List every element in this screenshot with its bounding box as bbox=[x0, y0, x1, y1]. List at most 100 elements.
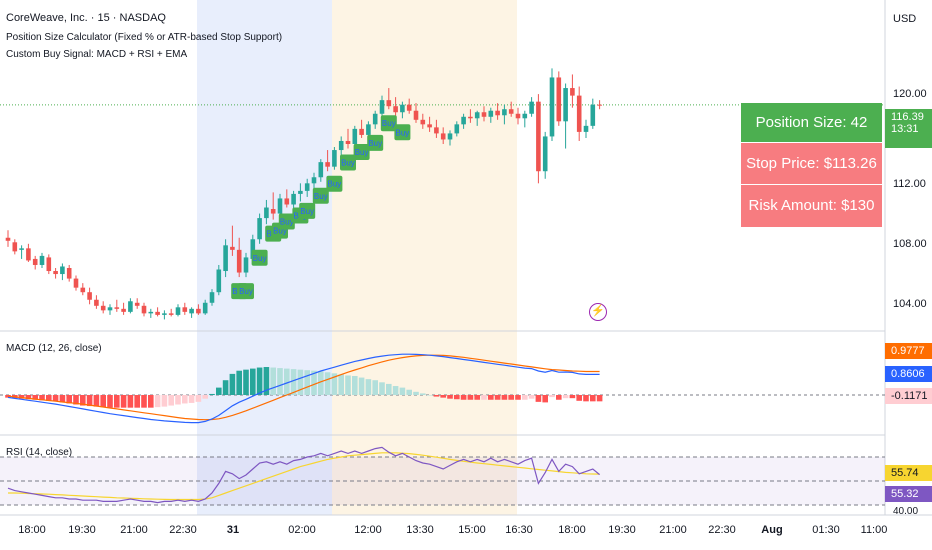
candle-body[interactable] bbox=[359, 128, 364, 135]
buy-signal-label[interactable]: Buy bbox=[394, 124, 411, 141]
candle-body[interactable] bbox=[196, 308, 201, 314]
candle-body[interactable] bbox=[434, 127, 439, 134]
candle-body[interactable] bbox=[298, 190, 303, 194]
candle-body[interactable] bbox=[461, 116, 466, 125]
candle-body[interactable] bbox=[19, 248, 24, 250]
candle-body[interactable] bbox=[379, 100, 385, 114]
candle-body[interactable] bbox=[420, 119, 426, 125]
macd-title[interactable]: MACD (12, 26, close) bbox=[6, 343, 102, 354]
candle-body[interactable] bbox=[155, 311, 160, 315]
buy-signal-label[interactable]: Buy bbox=[367, 134, 384, 151]
rsi-title[interactable]: RSI (14, close) bbox=[6, 447, 73, 458]
candle-body[interactable] bbox=[522, 113, 528, 119]
candle-body[interactable] bbox=[332, 150, 337, 167]
candle-body[interactable] bbox=[311, 177, 317, 184]
candle-body[interactable] bbox=[536, 101, 541, 172]
candle-body[interactable] bbox=[597, 104, 602, 106]
buy-signal-label[interactable]: Buy bbox=[299, 202, 316, 219]
candle-body[interactable] bbox=[556, 77, 562, 122]
candle-body[interactable] bbox=[454, 124, 460, 134]
candle-body[interactable] bbox=[447, 133, 453, 140]
candle-body[interactable] bbox=[549, 77, 555, 137]
macd-pane[interactable] bbox=[0, 353, 885, 424]
candle-body[interactable] bbox=[26, 248, 31, 261]
candle-body[interactable] bbox=[481, 112, 487, 117]
symbol-title[interactable]: CoreWeave, Inc. · 15 · NASDAQ bbox=[6, 12, 166, 24]
candle-body[interactable] bbox=[277, 198, 283, 214]
candle-body[interactable] bbox=[386, 100, 392, 107]
candle-body[interactable] bbox=[107, 307, 113, 311]
candle-body[interactable] bbox=[563, 88, 568, 122]
candle-body[interactable] bbox=[53, 271, 58, 275]
buy-signal-label[interactable]: Buy bbox=[238, 283, 254, 300]
candle-body[interactable] bbox=[73, 278, 79, 288]
buy-signal-label[interactable]: Buy bbox=[251, 249, 268, 266]
candle-body[interactable] bbox=[250, 239, 256, 259]
candle-body[interactable] bbox=[236, 249, 242, 273]
candle-body[interactable] bbox=[400, 104, 405, 113]
buy-signal-label[interactable]: Buy bbox=[353, 143, 370, 160]
rsi-pane[interactable] bbox=[0, 446, 885, 506]
candle-body[interactable] bbox=[162, 313, 167, 315]
candle-body[interactable] bbox=[209, 292, 215, 303]
candle-body[interactable] bbox=[304, 183, 310, 191]
candle-body[interactable] bbox=[325, 162, 330, 167]
candle-body[interactable] bbox=[529, 101, 534, 114]
candle-body[interactable] bbox=[576, 95, 582, 132]
candle-body[interactable] bbox=[32, 258, 38, 265]
candle-body[interactable] bbox=[87, 292, 92, 300]
candle-body[interactable] bbox=[80, 287, 86, 293]
candle-body[interactable] bbox=[291, 193, 296, 205]
candle-body[interactable] bbox=[230, 246, 235, 250]
buy-signal-label[interactable]: Buy bbox=[312, 187, 329, 204]
candle-body[interactable] bbox=[66, 268, 72, 279]
candle-body[interactable] bbox=[583, 125, 589, 132]
indicator-position-size[interactable]: Position Size Calculator (Fixed % or ATR… bbox=[6, 32, 283, 43]
candle-body[interactable] bbox=[134, 302, 140, 306]
candle-body[interactable] bbox=[318, 162, 324, 178]
candle-body[interactable] bbox=[60, 266, 65, 275]
candle-body[interactable] bbox=[570, 88, 575, 96]
candle-body[interactable] bbox=[542, 136, 548, 172]
buy-signal-label[interactable]: Buy bbox=[326, 175, 343, 192]
candle-body[interactable] bbox=[338, 140, 344, 151]
candle-body[interactable] bbox=[175, 307, 181, 315]
price-pane[interactable]: BuyBuyBuyBuyBuyBuyBuyBuyBuyBuyBuyBuyBuyB… bbox=[0, 68, 885, 320]
candle-body[interactable] bbox=[114, 307, 120, 309]
candle-body[interactable] bbox=[12, 242, 18, 252]
candle-body[interactable] bbox=[440, 133, 446, 140]
candle-body[interactable] bbox=[488, 110, 494, 117]
candle-body[interactable] bbox=[345, 140, 351, 144]
candle-body[interactable] bbox=[216, 269, 222, 293]
candle-body[interactable] bbox=[515, 113, 521, 119]
lightning-icon[interactable]: ⚡ bbox=[589, 303, 607, 321]
candle-body[interactable] bbox=[413, 110, 419, 120]
candle-body[interactable] bbox=[366, 124, 371, 135]
candle-body[interactable] bbox=[427, 124, 432, 128]
candle-body[interactable] bbox=[372, 113, 378, 125]
candle-body[interactable] bbox=[5, 237, 11, 241]
candle-body[interactable] bbox=[352, 128, 358, 144]
candle-body[interactable] bbox=[270, 209, 276, 214]
candle-body[interactable] bbox=[46, 257, 52, 272]
candle-body[interactable] bbox=[148, 311, 154, 314]
candle-body[interactable] bbox=[168, 313, 174, 315]
candle-body[interactable] bbox=[128, 301, 133, 312]
indicator-buy-signal[interactable]: Custom Buy Signal: MACD + RSI + EMA bbox=[6, 49, 188, 60]
candle-body[interactable] bbox=[189, 308, 194, 314]
candle-body[interactable] bbox=[94, 299, 99, 306]
candle-body[interactable] bbox=[264, 207, 269, 219]
candle-body[interactable] bbox=[590, 104, 596, 126]
candle-body[interactable] bbox=[243, 257, 249, 273]
candle-body[interactable] bbox=[202, 302, 208, 314]
candle-body[interactable] bbox=[141, 305, 147, 314]
candle-body[interactable] bbox=[393, 106, 398, 113]
candle-body[interactable] bbox=[257, 218, 262, 240]
buy-signal-label[interactable]: Buy bbox=[340, 154, 356, 171]
candle-body[interactable] bbox=[100, 305, 106, 311]
candle-body[interactable] bbox=[182, 307, 188, 312]
candle-body[interactable] bbox=[502, 109, 507, 116]
buy-signal-label[interactable]: Buy bbox=[278, 213, 295, 230]
candle-body[interactable] bbox=[121, 308, 126, 312]
